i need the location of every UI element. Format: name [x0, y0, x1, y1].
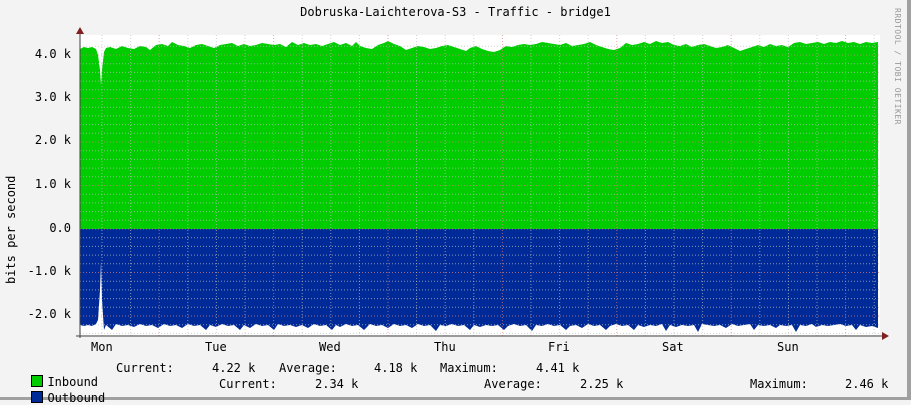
outbound-area — [80, 229, 878, 332]
y-tick-label: 1.0 k — [34, 177, 71, 191]
legend-inbound: Inbound — [17, 361, 98, 389]
rrdtool-watermark: RRDTOOL / TOBI OETIKER — [893, 8, 902, 125]
outbound-average-value: 2.25 k — [580, 377, 624, 391]
inbound-maximum-value: 4.41 k — [536, 361, 580, 375]
inbound-average-label: Average: — [279, 361, 337, 375]
y-tick-label: 3.0 k — [34, 90, 71, 104]
x-axis-arrow-icon — [882, 332, 889, 340]
x-tick-label: Tue — [205, 340, 227, 354]
x-tick-label: Sun — [777, 340, 799, 354]
inbound-swatch-icon — [31, 375, 44, 387]
y-tick-label: 2.0 k — [34, 133, 71, 147]
inbound-area — [80, 41, 878, 229]
outbound-maximum-label: Maximum: — [750, 377, 808, 391]
outbound-average-label: Average: — [484, 377, 542, 391]
outbound-maximum-value: 2.46 k — [845, 377, 889, 391]
grid-lines — [80, 35, 880, 336]
outbound-swatch-icon — [31, 391, 44, 403]
legend-series-name: Inbound — [47, 375, 99, 389]
y-tick-label: 0.0 — [49, 221, 71, 235]
x-tick-label: Thu — [434, 340, 456, 354]
legend-outbound: Outbound — [17, 377, 105, 405]
y-tick-label: -2.0 k — [27, 307, 71, 321]
y-tick-label: -1.0 k — [27, 264, 71, 278]
x-tick-label: Mon — [91, 340, 113, 354]
outbound-current-label: Current: — [219, 377, 277, 391]
inbound-current-value: 4.22 k — [212, 361, 256, 375]
inbound-current-label: Current: — [116, 361, 174, 375]
x-tick-label: Wed — [319, 340, 341, 354]
y-axis-arrow-icon — [76, 27, 84, 34]
inbound-maximum-label: Maximum: — [440, 361, 498, 375]
y-tick-label: 4.0 k — [34, 47, 71, 61]
frame-border-right — [907, 0, 911, 400]
x-tick-label: Sat — [662, 340, 684, 354]
outbound-current-value: 2.34 k — [315, 377, 359, 391]
frame-border-bottom — [0, 397, 911, 400]
inbound-average-value: 4.18 k — [374, 361, 418, 375]
x-tick-label: Fri — [548, 340, 570, 354]
chart-title: Dobruska-Laichterova-S3 - Traffic - brid… — [300, 5, 611, 19]
legend-series-name: Outbound — [47, 391, 106, 405]
